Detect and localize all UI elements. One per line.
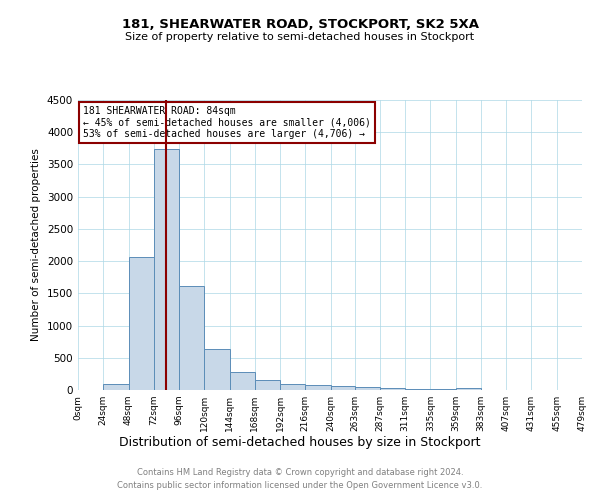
- Text: Size of property relative to semi-detached houses in Stockport: Size of property relative to semi-detach…: [125, 32, 475, 42]
- Bar: [103, 384, 128, 390]
- Y-axis label: Number of semi-detached properties: Number of semi-detached properties: [31, 148, 41, 342]
- Text: Contains public sector information licensed under the Open Government Licence v3: Contains public sector information licen…: [118, 480, 482, 490]
- Bar: [355, 388, 380, 390]
- Bar: [204, 350, 230, 390]
- Bar: [305, 385, 331, 390]
- Text: 181 SHEARWATER ROAD: 84sqm
← 45% of semi-detached houses are smaller (4,006)
53%: 181 SHEARWATER ROAD: 84sqm ← 45% of semi…: [83, 106, 371, 139]
- Bar: [405, 388, 430, 390]
- Bar: [154, 149, 179, 390]
- Bar: [280, 384, 305, 390]
- Bar: [230, 372, 255, 390]
- Text: Contains HM Land Registry data © Crown copyright and database right 2024.: Contains HM Land Registry data © Crown c…: [137, 468, 463, 477]
- Bar: [331, 386, 355, 390]
- Bar: [255, 380, 280, 390]
- Bar: [128, 257, 154, 390]
- Text: Distribution of semi-detached houses by size in Stockport: Distribution of semi-detached houses by …: [119, 436, 481, 449]
- Text: 181, SHEARWATER ROAD, STOCKPORT, SK2 5XA: 181, SHEARWATER ROAD, STOCKPORT, SK2 5XA: [121, 18, 479, 30]
- Bar: [179, 286, 204, 390]
- Bar: [380, 388, 405, 390]
- Bar: [430, 388, 456, 390]
- Bar: [456, 388, 481, 390]
